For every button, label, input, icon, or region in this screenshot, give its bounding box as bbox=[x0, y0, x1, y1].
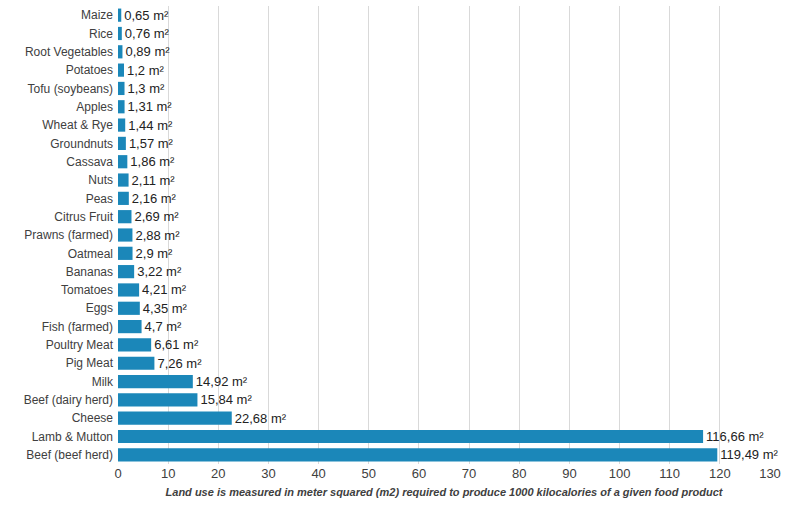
svg-text:130: 130 bbox=[759, 466, 781, 481]
svg-text:60: 60 bbox=[412, 466, 426, 481]
svg-text:Apples: Apples bbox=[76, 100, 113, 114]
svg-text:119,49 m²: 119,49 m² bbox=[720, 447, 778, 462]
svg-text:30: 30 bbox=[261, 466, 275, 481]
svg-text:2,11 m²: 2,11 m² bbox=[132, 173, 176, 188]
svg-text:0,89 m²: 0,89 m² bbox=[125, 44, 170, 59]
svg-text:Beef (beef herd): Beef (beef herd) bbox=[26, 448, 113, 462]
svg-text:90: 90 bbox=[562, 466, 576, 481]
svg-text:14,92 m²: 14,92 m² bbox=[196, 374, 248, 389]
svg-text:3,22 m²: 3,22 m² bbox=[137, 264, 182, 279]
svg-text:1,3 m²: 1,3 m² bbox=[128, 81, 166, 96]
svg-text:0,65 m²: 0,65 m² bbox=[124, 8, 169, 23]
svg-text:70: 70 bbox=[462, 466, 476, 481]
svg-text:100: 100 bbox=[609, 466, 631, 481]
svg-text:Poultry Meat: Poultry Meat bbox=[46, 338, 114, 352]
svg-text:Maize: Maize bbox=[81, 8, 113, 22]
svg-text:Bananas: Bananas bbox=[66, 265, 113, 279]
svg-text:2,16 m²: 2,16 m² bbox=[132, 191, 177, 206]
svg-text:Milk: Milk bbox=[92, 375, 114, 389]
svg-text:2,88 m²: 2,88 m² bbox=[135, 228, 180, 243]
svg-text:Tofu (soybeans): Tofu (soybeans) bbox=[28, 82, 113, 96]
svg-text:1,86 m²: 1,86 m² bbox=[130, 154, 175, 169]
svg-text:Oatmeal: Oatmeal bbox=[68, 247, 113, 261]
svg-text:2,69 m²: 2,69 m² bbox=[134, 209, 179, 224]
svg-text:20: 20 bbox=[211, 466, 225, 481]
svg-text:2,9 m²: 2,9 m² bbox=[136, 246, 174, 261]
svg-text:6,61 m²: 6,61 m² bbox=[154, 337, 199, 352]
svg-text:Land use is measured in meter: Land use is measured in meter squared (m… bbox=[166, 486, 724, 498]
svg-text:Groundnuts: Groundnuts bbox=[50, 137, 113, 151]
svg-text:4,35 m²: 4,35 m² bbox=[143, 301, 188, 316]
svg-text:1,44 m²: 1,44 m² bbox=[128, 118, 173, 133]
svg-text:1,2 m²: 1,2 m² bbox=[127, 63, 165, 78]
svg-text:116,66 m²: 116,66 m² bbox=[706, 429, 764, 444]
svg-text:22,68 m²: 22,68 m² bbox=[235, 411, 287, 426]
svg-text:0: 0 bbox=[114, 466, 121, 481]
svg-text:80: 80 bbox=[512, 466, 526, 481]
svg-text:50: 50 bbox=[362, 466, 376, 481]
svg-text:4,21 m²: 4,21 m² bbox=[142, 282, 187, 297]
svg-text:Potatoes: Potatoes bbox=[66, 63, 113, 77]
svg-text:Wheat & Rye: Wheat & Rye bbox=[42, 118, 113, 132]
svg-text:Cassava: Cassava bbox=[66, 155, 113, 169]
svg-text:40: 40 bbox=[311, 466, 325, 481]
svg-text:Eggs: Eggs bbox=[86, 301, 113, 315]
svg-text:4,7 m²: 4,7 m² bbox=[145, 319, 183, 334]
svg-text:Citrus Fruit: Citrus Fruit bbox=[54, 210, 113, 224]
svg-text:0,76 m²: 0,76 m² bbox=[125, 26, 170, 41]
svg-text:7,26 m²: 7,26 m² bbox=[157, 356, 202, 371]
svg-text:Lamb & Mutton: Lamb & Mutton bbox=[32, 430, 113, 444]
svg-text:Peas: Peas bbox=[86, 192, 113, 206]
svg-text:10: 10 bbox=[161, 466, 175, 481]
svg-text:1,31 m²: 1,31 m² bbox=[128, 99, 173, 114]
svg-text:120: 120 bbox=[709, 466, 731, 481]
svg-text:Beef (dairy herd): Beef (dairy herd) bbox=[24, 393, 113, 407]
svg-text:Prawns (farmed): Prawns (farmed) bbox=[24, 228, 113, 242]
svg-text:Fish (farmed): Fish (farmed) bbox=[42, 320, 113, 334]
svg-text:Cheese: Cheese bbox=[72, 411, 114, 425]
svg-text:Nuts: Nuts bbox=[88, 173, 113, 187]
svg-text:15,84 m²: 15,84 m² bbox=[200, 392, 252, 407]
svg-text:1,57 m²: 1,57 m² bbox=[129, 136, 174, 151]
svg-text:Pig Meat: Pig Meat bbox=[66, 356, 114, 370]
svg-text:110: 110 bbox=[659, 466, 680, 481]
svg-text:Root Vegetables: Root Vegetables bbox=[25, 45, 113, 59]
svg-text:Rice: Rice bbox=[89, 27, 113, 41]
svg-text:Tomatoes: Tomatoes bbox=[61, 283, 113, 297]
